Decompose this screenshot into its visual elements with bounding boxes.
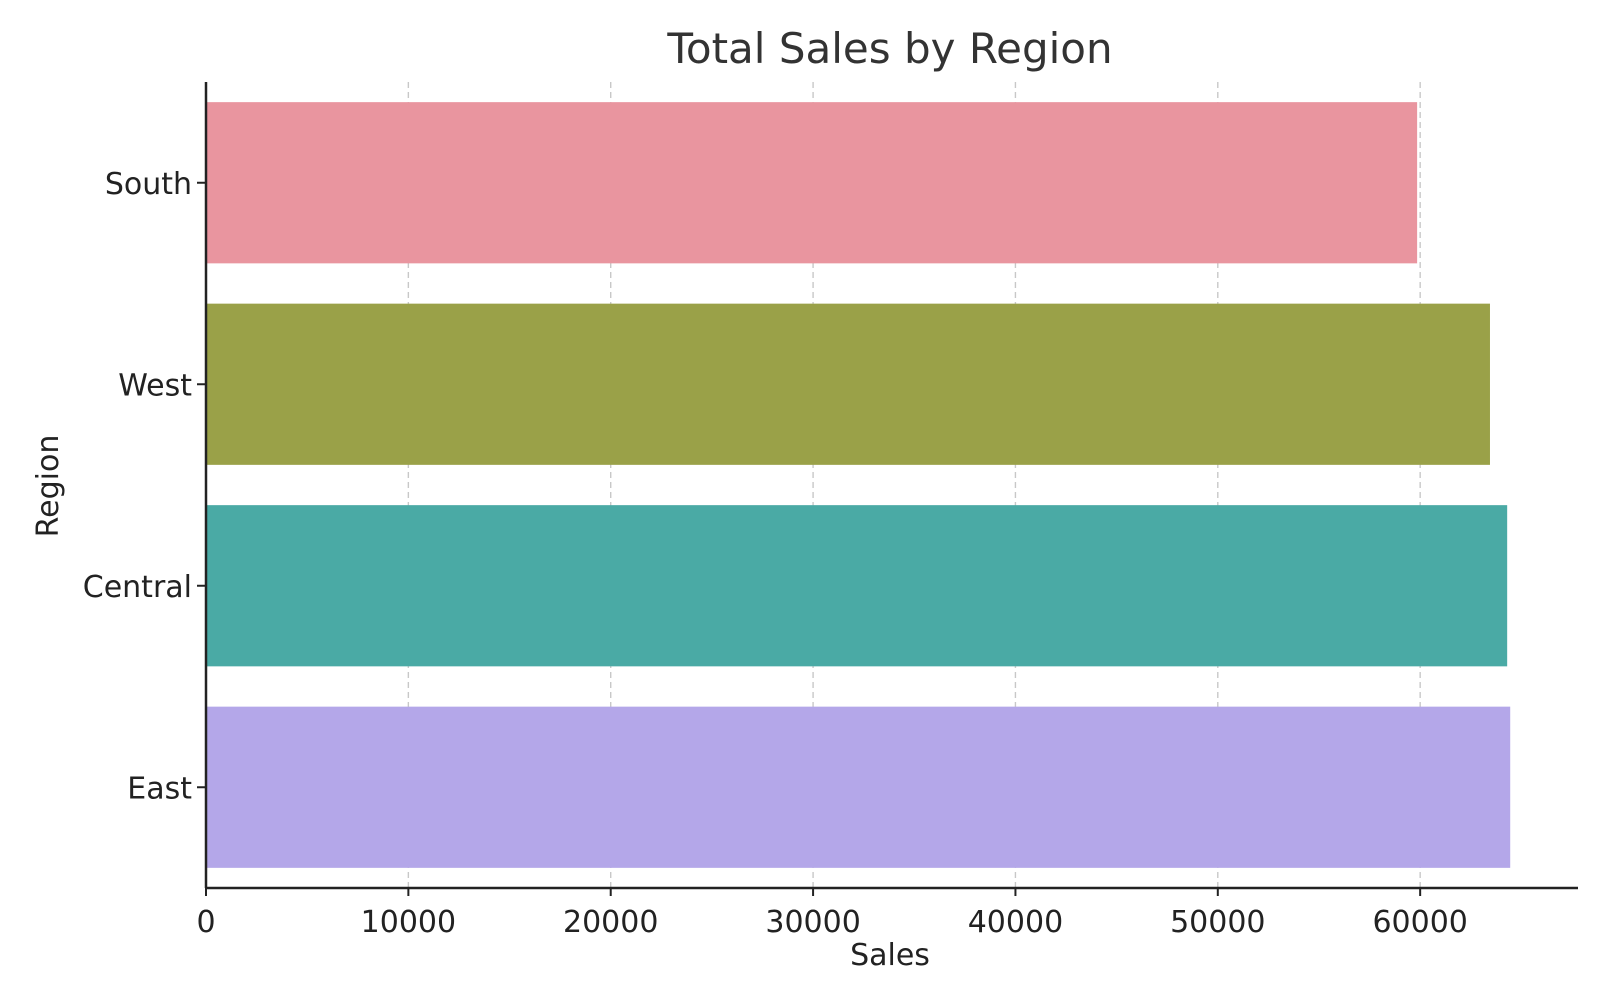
x-tick-label: 10000 <box>361 905 456 940</box>
x-axis-label: Sales <box>850 938 930 973</box>
bar-east <box>206 706 1511 868</box>
y-axis-label: Region <box>31 435 66 538</box>
x-tick-label: 0 <box>196 905 215 940</box>
bar-central <box>206 505 1508 667</box>
bar-south <box>206 102 1418 264</box>
x-tick-label: 20000 <box>563 905 658 940</box>
bars <box>206 102 1511 868</box>
y-ticks: South West Central East <box>83 167 206 806</box>
x-tick-label: 60000 <box>1372 905 1467 940</box>
chart-title: Total Sales by Region <box>666 24 1112 73</box>
x-ticks: 0 10000 20000 30000 40000 50000 60000 <box>196 888 1468 940</box>
y-tick-label-west: West <box>118 368 192 403</box>
bar-west <box>206 303 1490 465</box>
y-tick-label-east: East <box>127 771 192 806</box>
axes <box>204 82 1578 890</box>
y-tick-label-south: South <box>105 167 192 202</box>
x-tick-label: 30000 <box>765 905 860 940</box>
x-tick-label: 40000 <box>968 905 1063 940</box>
y-tick-label-central: Central <box>83 570 192 605</box>
x-tick-label: 50000 <box>1170 905 1265 940</box>
